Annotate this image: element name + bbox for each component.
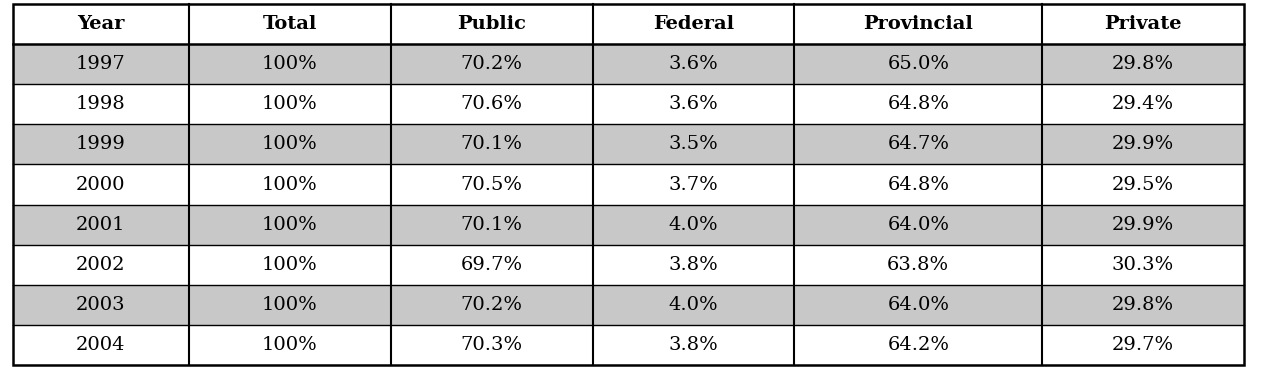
Text: 70.1%: 70.1% <box>461 215 523 234</box>
Text: 100%: 100% <box>261 256 317 274</box>
Text: Provincial: Provincial <box>864 15 974 33</box>
Text: Public: Public <box>457 15 525 33</box>
Text: 3.8%: 3.8% <box>668 256 719 274</box>
Text: 3.6%: 3.6% <box>668 95 719 113</box>
Text: 30.3%: 30.3% <box>1111 256 1175 274</box>
Text: 100%: 100% <box>261 215 317 234</box>
Text: 3.5%: 3.5% <box>668 135 719 154</box>
Text: 4.0%: 4.0% <box>668 215 719 234</box>
Text: 64.8%: 64.8% <box>888 95 950 113</box>
Bar <box>13 84 1244 124</box>
Text: 29.4%: 29.4% <box>1111 95 1175 113</box>
Bar <box>13 44 1244 84</box>
Text: 2001: 2001 <box>76 215 125 234</box>
Text: 100%: 100% <box>261 135 317 154</box>
Text: 3.6%: 3.6% <box>668 55 719 73</box>
Text: 100%: 100% <box>261 296 317 314</box>
Bar <box>13 165 1244 204</box>
Text: 2003: 2003 <box>76 296 125 314</box>
Text: 70.3%: 70.3% <box>461 336 523 354</box>
Text: 70.5%: 70.5% <box>461 176 523 193</box>
Text: 70.2%: 70.2% <box>461 55 523 73</box>
Text: 4.0%: 4.0% <box>668 296 719 314</box>
Text: 3.7%: 3.7% <box>668 176 719 193</box>
Text: 64.8%: 64.8% <box>888 176 950 193</box>
Text: 2000: 2000 <box>76 176 125 193</box>
Text: 1998: 1998 <box>76 95 125 113</box>
Text: 64.0%: 64.0% <box>888 296 950 314</box>
Text: Year: Year <box>77 15 124 33</box>
Text: 64.7%: 64.7% <box>888 135 950 154</box>
Text: 64.2%: 64.2% <box>888 336 950 354</box>
Text: 100%: 100% <box>261 55 317 73</box>
Text: 3.8%: 3.8% <box>668 336 719 354</box>
Text: 100%: 100% <box>261 176 317 193</box>
Text: 100%: 100% <box>261 95 317 113</box>
Bar <box>13 285 1244 325</box>
Text: 1997: 1997 <box>76 55 125 73</box>
Text: 63.8%: 63.8% <box>887 256 950 274</box>
Text: 69.7%: 69.7% <box>461 256 523 274</box>
Text: 70.2%: 70.2% <box>461 296 523 314</box>
Text: 29.5%: 29.5% <box>1111 176 1175 193</box>
Bar <box>13 245 1244 285</box>
Text: 2002: 2002 <box>76 256 125 274</box>
Text: 29.9%: 29.9% <box>1111 215 1175 234</box>
Text: Private: Private <box>1104 15 1182 33</box>
Text: 2004: 2004 <box>76 336 125 354</box>
Text: 1999: 1999 <box>76 135 125 154</box>
Bar <box>13 325 1244 365</box>
Text: 29.8%: 29.8% <box>1111 55 1175 73</box>
Text: 29.9%: 29.9% <box>1111 135 1175 154</box>
Text: Federal: Federal <box>653 15 734 33</box>
Text: 29.7%: 29.7% <box>1111 336 1175 354</box>
Text: 65.0%: 65.0% <box>888 55 950 73</box>
Text: 64.0%: 64.0% <box>888 215 950 234</box>
Bar <box>13 124 1244 165</box>
Text: Total: Total <box>263 15 317 33</box>
Bar <box>13 204 1244 245</box>
Text: 70.1%: 70.1% <box>461 135 523 154</box>
Text: 100%: 100% <box>261 336 317 354</box>
Text: 29.8%: 29.8% <box>1111 296 1175 314</box>
Text: 70.6%: 70.6% <box>461 95 523 113</box>
